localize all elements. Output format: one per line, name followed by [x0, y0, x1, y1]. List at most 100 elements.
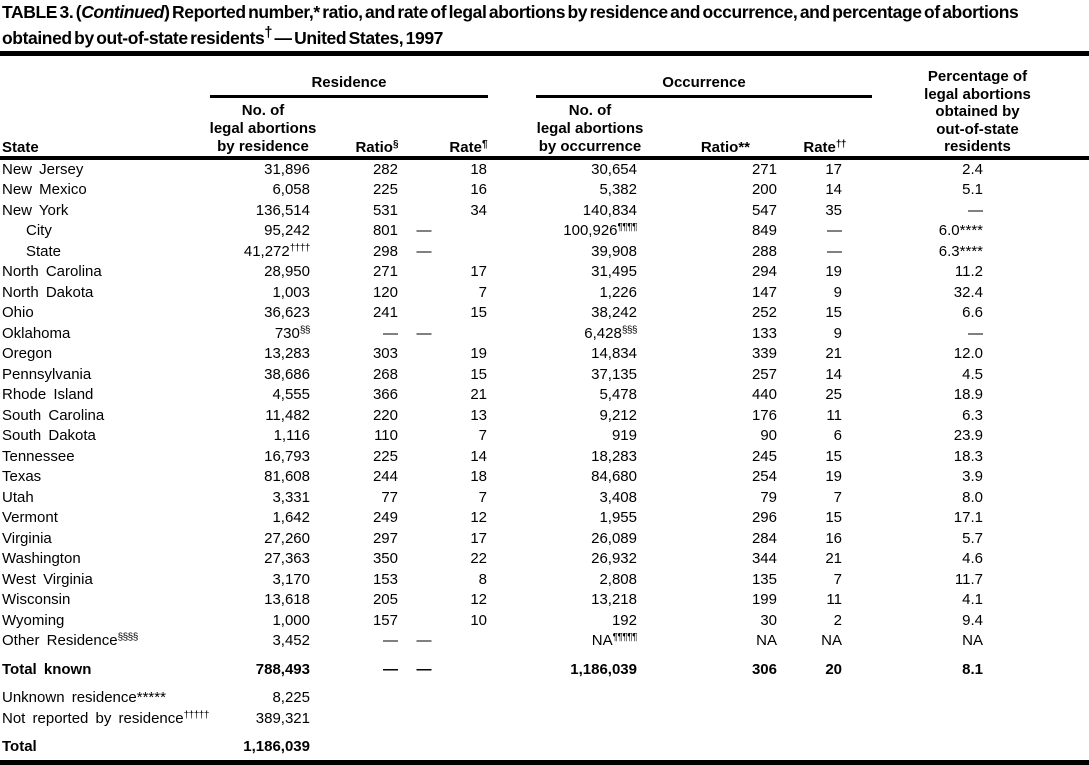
value-cell: 271 [372, 263, 398, 281]
value-cell: 282 [372, 160, 398, 178]
value-cell: 5.7 [962, 529, 983, 547]
value-cell: 25 [825, 386, 842, 404]
value-cell: 35 [825, 201, 842, 219]
value-cell: 18.9 [953, 386, 983, 404]
value-cell: 2.4 [962, 160, 983, 178]
state-cell: Unknown residence***** [2, 689, 166, 707]
value-cell: 2 [833, 611, 842, 629]
value-cell: 252 [751, 304, 777, 322]
value-cell: 95,242 [264, 222, 310, 240]
value-cell: 157 [372, 611, 398, 629]
column-header-residence-ratio: Ratio§ [315, 97, 400, 160]
value-cell: 1,955 [599, 509, 637, 527]
value-cell: 220 [372, 406, 398, 424]
group-header-occurrence: Occurrence [488, 64, 872, 98]
value-cell: 350 [372, 550, 398, 568]
value-cell: 257 [751, 365, 777, 383]
value-cell: 3,170 [272, 570, 310, 588]
value-cell: 20 [825, 660, 842, 678]
corner-cell [0, 64, 210, 98]
table-row: Texas 81,608 244 18 84,680 254 19 3.9 [0, 467, 1089, 488]
value-cell: 3,331 [272, 488, 310, 506]
table-row: Utah 3,331 77 7 3,408 79 7 8.0 [0, 488, 1089, 509]
table-row: Tennessee 16,793 225 14 18,283 245 15 18.3 [0, 447, 1089, 468]
value-cell: 79 [760, 488, 777, 506]
value-cell: 245 [751, 447, 777, 465]
value-cell: 225 [372, 447, 398, 465]
table-body: New Jersey 31,896 282 18 30,654 271 17 2.4 New M… [0, 158, 1089, 758]
value-cell: 34 [470, 201, 487, 219]
value-cell: 6.0**** [938, 222, 983, 240]
column-header-residence-number: No. of legal abortions by residence [210, 97, 316, 160]
value-cell [400, 729, 488, 758]
value-cell [315, 709, 400, 730]
value-cell: 4.6 [962, 550, 983, 568]
value-cell: 18.3 [953, 447, 983, 465]
value-cell: NA [756, 632, 777, 650]
value-cell: 13,618 [264, 591, 310, 609]
value-cell: 39,908 [591, 242, 637, 260]
state-cell: Washington [2, 550, 81, 568]
state-cell: New Mexico [2, 181, 87, 199]
value-cell: 440 [751, 386, 777, 404]
value-cell: 3,408 [599, 488, 637, 506]
column-header-occurrence-rate: Rate†† [798, 97, 866, 160]
table-row: Vermont 1,642 249 12 1,955 296 15 17.1 [0, 508, 1089, 529]
value-cell: 788,493 [255, 660, 310, 678]
value-cell: 15 [825, 447, 842, 465]
table-row: Pennsylvania 38,686 268 15 37,135 257 14 4.5 [0, 365, 1089, 386]
value-cell [488, 680, 648, 709]
value-cell: 120 [372, 283, 398, 301]
value-cell: 11.2 [954, 263, 983, 281]
group-header-residence: Residence [210, 64, 488, 98]
title-prefix: TABLE 3. ( [2, 2, 82, 22]
value-cell [866, 709, 1089, 730]
value-cell: 9.4 [962, 611, 983, 629]
value-cell: 31,896 [264, 160, 310, 178]
value-cell: 6.6 [962, 304, 983, 322]
value-cell: 8.0 [962, 488, 983, 506]
value-cell: 110 [374, 427, 398, 445]
value-cell: 14,834 [591, 345, 637, 363]
value-cell: 16 [470, 181, 487, 199]
value-cell: 15 [825, 304, 842, 322]
value-cell: 77 [381, 488, 398, 506]
value-cell: 7 [833, 570, 842, 588]
value-cell: 136,514 [255, 201, 310, 219]
value-cell: 19 [825, 263, 842, 281]
value-cell: 18,283 [591, 447, 637, 465]
value-cell: 1,226 [599, 283, 637, 301]
value-cell: 19 [470, 345, 487, 363]
value-cell: 18 [470, 160, 487, 178]
value-cell [866, 680, 1089, 709]
state-cell: New Jersey [2, 160, 84, 178]
value-cell: 1,116 [273, 427, 310, 445]
value-cell [488, 709, 648, 730]
table-row: Rhode Island 4,555 366 21 5,478 440 25 18.9 [0, 385, 1089, 406]
value-cell: 849 [751, 222, 777, 240]
value-cell: 17 [825, 160, 842, 178]
value-cell [488, 729, 648, 758]
value-cell: 41,272†††† [243, 242, 311, 260]
value-cell: 730§§ [274, 324, 311, 342]
value-cell: 153 [372, 570, 398, 588]
value-cell: 199 [751, 591, 777, 609]
value-cell: 3.9 [962, 468, 983, 486]
table-row: Ohio 36,623 241 15 38,242 252 15 6.6 [0, 303, 1089, 324]
state-cell: Virginia [2, 529, 52, 547]
value-cell: 13,218 [591, 591, 637, 609]
value-cell: 288 [751, 242, 777, 260]
value-cell: 5,382 [599, 181, 637, 199]
value-cell: 38,686 [264, 365, 310, 383]
value-cell: 9 [833, 324, 842, 342]
value-cell: 6,058 [272, 181, 310, 199]
value-cell: 31,495 [591, 263, 637, 281]
table-row: Other Residence§§§§ 3,452 — — NA¶¶¶¶¶ NA NA NA [0, 631, 1089, 652]
value-cell: 21 [470, 386, 487, 404]
value-cell: 21 [825, 550, 842, 568]
table-row: North Dakota 1,003 120 7 1,226 147 9 32.4 [0, 283, 1089, 304]
value-cell: 32.4 [953, 283, 983, 301]
value-cell: 12.0 [953, 345, 983, 363]
value-cell [315, 729, 400, 758]
value-cell: NA [821, 632, 842, 650]
